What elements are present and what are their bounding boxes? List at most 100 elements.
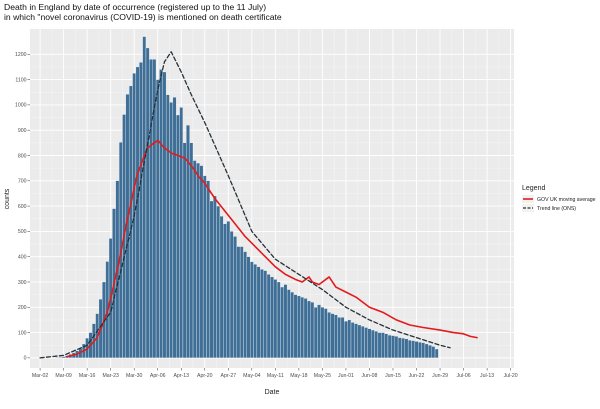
x-tick-label: Mar-09 xyxy=(55,373,72,379)
bar xyxy=(159,69,163,359)
y-axis-label: counts xyxy=(4,188,11,209)
bar xyxy=(266,274,271,359)
bar xyxy=(139,62,143,359)
bar xyxy=(226,221,231,359)
x-axis-ticks: Mar-02 Mar-09 Mar-16 Mar-23 Mar-30 Apr-06 Apr-… xyxy=(32,368,518,379)
bar xyxy=(408,340,412,359)
bar xyxy=(270,276,274,359)
bar xyxy=(179,107,184,359)
y-tick-label: 200 xyxy=(18,305,27,311)
bar xyxy=(260,269,264,359)
bar xyxy=(172,97,177,359)
x-tick-label: Jun-01 xyxy=(338,373,354,379)
legend-title: Legend xyxy=(522,185,545,192)
bar xyxy=(367,328,372,359)
bar xyxy=(340,317,345,359)
y-tick-label: 400 xyxy=(18,254,27,260)
bar xyxy=(377,332,382,359)
x-tick-label: May-11 xyxy=(267,373,284,379)
bar xyxy=(307,300,311,359)
bar xyxy=(142,36,147,359)
bar xyxy=(216,205,220,359)
x-tick-label: Mar-16 xyxy=(79,373,96,379)
bar xyxy=(280,286,284,359)
bar xyxy=(176,114,180,359)
x-tick-label: May-18 xyxy=(290,373,307,379)
x-tick-label: Apr-13 xyxy=(173,373,189,379)
bar xyxy=(155,79,160,359)
x-tick-label: May-04 xyxy=(243,373,260,379)
bar xyxy=(391,335,395,359)
x-tick-label: Jul-20 xyxy=(504,373,518,379)
bar xyxy=(129,85,133,359)
bar xyxy=(334,314,338,359)
bar xyxy=(303,298,308,359)
bar xyxy=(397,337,402,359)
bar xyxy=(337,317,341,359)
bar xyxy=(360,326,365,359)
x-tick-label: Apr-27 xyxy=(221,373,237,379)
bar xyxy=(213,195,217,359)
x-tick-label: Jul-13 xyxy=(480,373,494,379)
bar xyxy=(239,246,244,359)
bar xyxy=(354,323,358,359)
legend-item-label: GOV UK moving average xyxy=(537,197,596,203)
bar xyxy=(350,322,355,359)
bar xyxy=(404,338,409,359)
bar xyxy=(414,341,419,359)
bar xyxy=(300,297,305,359)
y-tick-label: 0 xyxy=(24,356,27,362)
bar xyxy=(166,94,170,359)
bar xyxy=(55,357,59,359)
bar xyxy=(246,256,251,359)
x-tick-label: Mar-02 xyxy=(32,373,49,379)
bar xyxy=(162,71,167,359)
bar xyxy=(203,175,207,359)
bar xyxy=(371,329,375,359)
x-tick-label: Jun-22 xyxy=(409,373,425,379)
bar xyxy=(434,348,439,359)
bar xyxy=(189,142,194,359)
trend-line-ons xyxy=(39,51,451,359)
bar xyxy=(149,59,153,359)
bar xyxy=(324,308,328,359)
bar xyxy=(209,200,214,359)
bar xyxy=(313,307,318,359)
bar xyxy=(421,342,426,359)
bar xyxy=(199,165,204,359)
moving-average-line xyxy=(66,139,478,358)
bar xyxy=(192,160,197,359)
y-tick-label: 700 xyxy=(18,179,27,185)
bar xyxy=(196,162,200,359)
bar xyxy=(229,231,234,359)
series-lines xyxy=(39,51,478,359)
bar xyxy=(411,340,415,359)
bar xyxy=(135,66,140,359)
x-tick-label: Mar-23 xyxy=(102,373,119,379)
y-tick-label: 300 xyxy=(18,280,27,286)
bar xyxy=(428,345,432,359)
x-tick-label: Jun-29 xyxy=(432,373,448,379)
x-axis-label: Date xyxy=(265,389,280,396)
bar xyxy=(169,102,173,359)
bar xyxy=(327,312,331,359)
bar xyxy=(236,246,241,359)
bar xyxy=(317,304,321,359)
bar xyxy=(297,295,301,359)
bar xyxy=(206,180,210,359)
bar xyxy=(384,333,389,359)
y-tick-label: 100 xyxy=(18,330,27,336)
y-tick-label: 1000 xyxy=(15,103,27,109)
chart-title: Death in England by date of occurrence (… xyxy=(4,2,267,12)
bar xyxy=(58,356,63,359)
bar xyxy=(219,216,224,359)
x-tick-label: Jun-08 xyxy=(362,373,378,379)
x-tick-label: Apr-06 xyxy=(150,373,166,379)
bar xyxy=(374,331,378,359)
bar xyxy=(381,332,385,359)
bar xyxy=(287,289,291,359)
x-tick-label: May-25 xyxy=(314,373,331,379)
bar xyxy=(418,342,422,359)
